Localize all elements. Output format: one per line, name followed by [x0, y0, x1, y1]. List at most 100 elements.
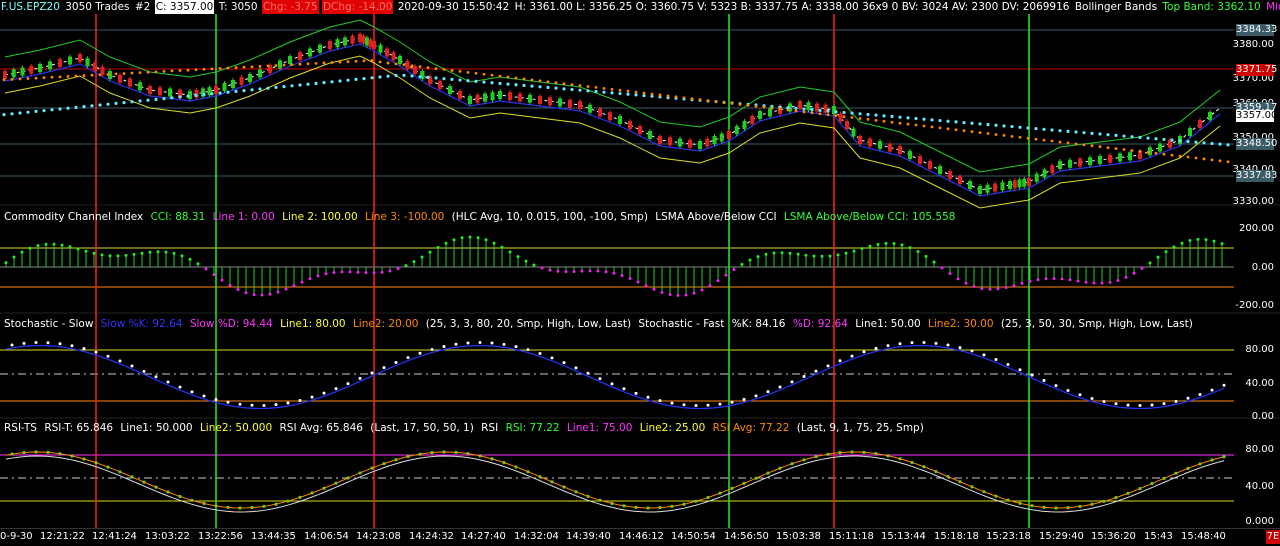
cci-dot: [1148, 261, 1152, 265]
stoch-dot: [886, 344, 890, 348]
time-label: 14:27:40: [461, 531, 506, 542]
cyan-dot: [578, 88, 582, 92]
orange-dot: [202, 67, 206, 71]
cyan-dot: [1194, 140, 1198, 144]
stoch-dot: [22, 341, 26, 345]
cyan-dot: [882, 114, 886, 118]
stoch-dot: [58, 342, 62, 346]
stoch-dot: [334, 387, 338, 391]
candle-body: [908, 151, 912, 159]
cyan-dot: [858, 112, 862, 116]
stoch-dot: [406, 356, 410, 360]
stoch-dot: [226, 400, 230, 404]
orange-dot: [546, 80, 550, 84]
cyan-dot: [162, 97, 166, 101]
cci-dot: [588, 269, 592, 273]
cyan-dot: [178, 95, 182, 99]
orange-dot: [538, 79, 542, 83]
cci-tick: 200.00: [1239, 223, 1274, 234]
candle-body: [239, 77, 244, 85]
orange-dot: [1130, 149, 1134, 152]
cci-dot: [348, 270, 352, 274]
cci-dot: [204, 267, 208, 271]
stoch-fline2: Line2: 30.00: [928, 318, 994, 330]
candle-body: [742, 121, 747, 129]
corner-badge[interactable]: 7E: [1266, 530, 1280, 544]
cci-dot: [716, 279, 720, 283]
orange-dot: [234, 66, 238, 69]
lsma-name: LSMA Above/Below CCI: [655, 211, 777, 223]
orange-dot: [690, 97, 694, 101]
candle-body: [878, 141, 882, 149]
stoch-dot: [430, 348, 434, 352]
cyan-dot: [290, 84, 294, 88]
time-label: 14:50:54: [671, 531, 716, 542]
cci-dot: [660, 290, 664, 294]
candle-body: [1128, 152, 1132, 161]
cyan-dot: [1130, 135, 1134, 139]
cyan-dot: [530, 84, 534, 88]
orange-dot: [946, 127, 950, 131]
cci-dot: [484, 238, 488, 242]
orange-dot: [1170, 153, 1174, 157]
stoch-dot: [358, 376, 362, 380]
rsi-legend: RSI-TS RSI-T: 65.846 Line1: 50.000 Line2…: [4, 422, 928, 435]
cci-dot: [1140, 266, 1144, 270]
candle-body: [598, 108, 602, 117]
stoch-fastk: %K: 84.16: [731, 318, 786, 330]
stoch-dot: [1198, 392, 1202, 396]
candle-body: [372, 41, 376, 49]
stoch-dot: [838, 359, 842, 363]
stoch-dot: [394, 360, 398, 364]
candle-body: [288, 56, 292, 64]
cyan-dot: [66, 106, 70, 110]
cci-dot: [4, 261, 8, 265]
orange-dot: [586, 85, 590, 88]
candle-body: [968, 181, 972, 189]
orange-dot: [1106, 146, 1110, 150]
time-label: 15:43: [1144, 531, 1173, 542]
candle-body: [838, 113, 843, 122]
chart-number: #2: [134, 1, 151, 13]
orange-dot: [738, 102, 742, 106]
orange-dot: [66, 75, 70, 78]
cci-dot: [604, 270, 608, 274]
stoch-dot: [478, 341, 482, 345]
cyan-dot: [1210, 141, 1214, 146]
candle-body: [823, 104, 828, 113]
cyan-dot: [474, 79, 478, 84]
chart-header: F.US.EPZ20 3050 Trades #2 C: 3357.00 T: …: [0, 0, 1280, 14]
candle-body: [1050, 165, 1055, 174]
stoch-dot: [586, 371, 590, 375]
cyan-dot: [1050, 128, 1054, 132]
cci-params: (HLC Avg, 10, 0.015, 100, -100, Smp): [451, 211, 648, 223]
candle-body: [3, 71, 7, 79]
candle-body: [201, 88, 205, 97]
stoch-dot: [598, 377, 602, 381]
rsi-ts-avg: RSI Avg: 65.846: [279, 422, 363, 434]
cci-dot: [1052, 276, 1056, 280]
cci-line3: Line 3: -100.00: [365, 211, 445, 223]
candle-body: [308, 48, 312, 57]
orange-dot: [90, 73, 94, 77]
price-tick: 3350.00: [1233, 132, 1274, 144]
cyan-dot: [98, 103, 102, 107]
candle-body: [928, 161, 932, 169]
cyan-dot: [586, 89, 590, 93]
cci-dot: [20, 250, 24, 254]
cci-dot: [1084, 280, 1088, 284]
cyan-dot: [114, 101, 118, 105]
candle-body: [350, 35, 355, 44]
cci-dot: [1020, 281, 1024, 285]
stoch-dot: [982, 353, 986, 357]
orange-dot: [1074, 142, 1078, 146]
candle-body: [361, 35, 366, 44]
cci-dot: [84, 249, 88, 253]
orange-dot: [50, 75, 54, 79]
candle-body: [85, 58, 90, 67]
close-price-badge: C: 3357.00: [154, 0, 215, 14]
cci-dot: [308, 277, 312, 281]
orange-dot: [1050, 139, 1054, 143]
cci-dot: [1044, 277, 1048, 281]
